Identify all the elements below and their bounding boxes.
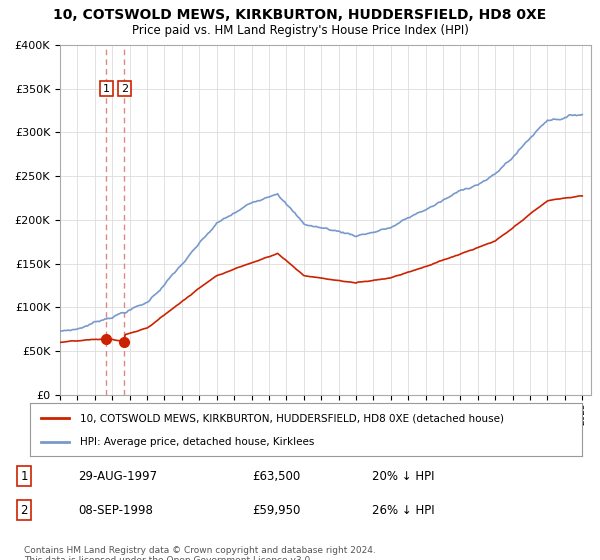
Text: HPI: Average price, detached house, Kirklees: HPI: Average price, detached house, Kirk… <box>80 436 314 446</box>
Text: £59,950: £59,950 <box>252 503 301 517</box>
Text: 20% ↓ HPI: 20% ↓ HPI <box>372 470 434 483</box>
Text: 10, COTSWOLD MEWS, KIRKBURTON, HUDDERSFIELD, HD8 0XE (detached house): 10, COTSWOLD MEWS, KIRKBURTON, HUDDERSFI… <box>80 413 503 423</box>
Text: 2: 2 <box>121 83 128 94</box>
Text: £63,500: £63,500 <box>252 470 300 483</box>
Text: Price paid vs. HM Land Registry's House Price Index (HPI): Price paid vs. HM Land Registry's House … <box>131 24 469 36</box>
Text: 29-AUG-1997: 29-AUG-1997 <box>78 470 157 483</box>
Text: 08-SEP-1998: 08-SEP-1998 <box>78 503 153 517</box>
Text: 1: 1 <box>103 83 110 94</box>
Text: 26% ↓ HPI: 26% ↓ HPI <box>372 503 434 517</box>
Text: 1: 1 <box>20 470 28 483</box>
Text: Contains HM Land Registry data © Crown copyright and database right 2024.
This d: Contains HM Land Registry data © Crown c… <box>24 546 376 560</box>
Text: 10, COTSWOLD MEWS, KIRKBURTON, HUDDERSFIELD, HD8 0XE: 10, COTSWOLD MEWS, KIRKBURTON, HUDDERSFI… <box>53 8 547 22</box>
Text: 2: 2 <box>20 503 28 517</box>
